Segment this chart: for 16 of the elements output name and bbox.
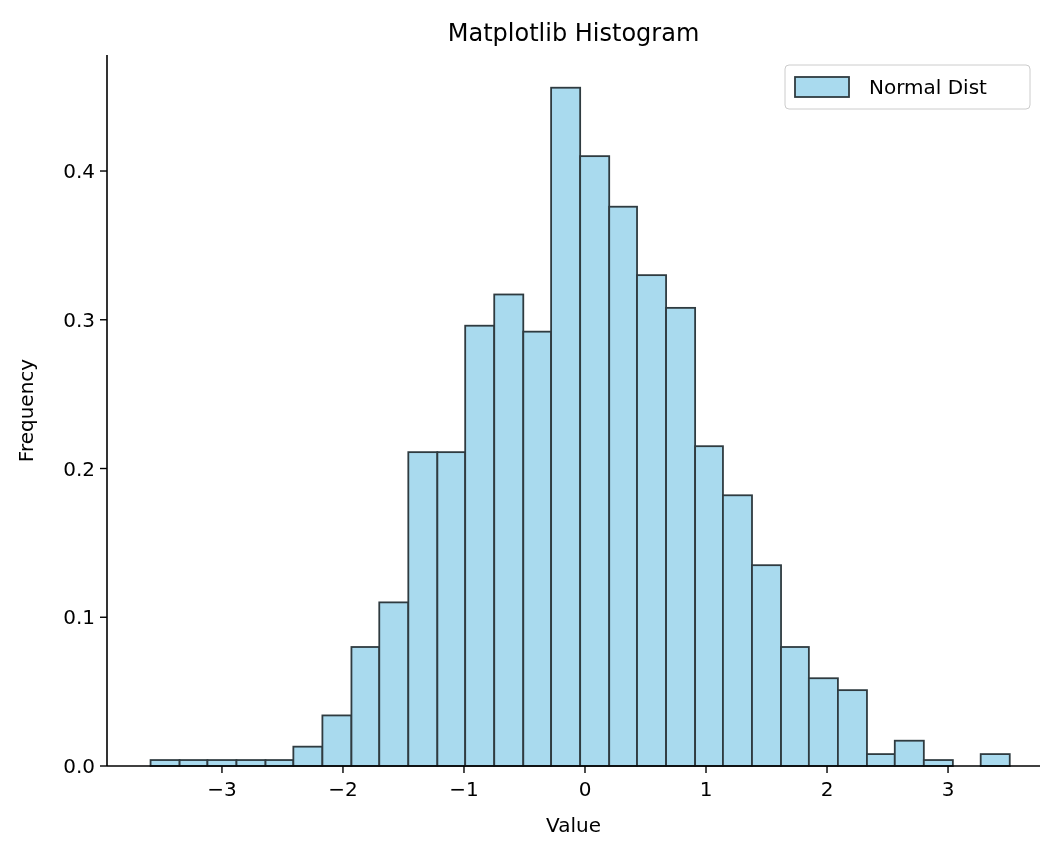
y-axis-title: Frequency — [14, 358, 38, 463]
y-tick-label: 0.4 — [63, 159, 95, 184]
x-tick-label: 2 — [820, 777, 834, 801]
y-tick-label: 0.1 — [63, 605, 95, 630]
chart-title: Matplotlib Histogram — [447, 19, 700, 47]
x-tick-label: −2 — [328, 777, 358, 801]
x-axis-title: Value — [546, 813, 601, 837]
x-tick-label: −3 — [207, 777, 237, 801]
x-tick-label: 3 — [941, 777, 955, 801]
x-tick-label: −1 — [449, 777, 479, 801]
y-tick-label: 0.3 — [63, 307, 95, 332]
x-tick-label: 1 — [699, 777, 713, 801]
y-tick-label: 0.0 — [63, 754, 95, 778]
x-tick-label: 0 — [578, 777, 592, 801]
y-tick-label: 0.2 — [63, 456, 95, 481]
legend-label: Normal Dist — [869, 75, 988, 99]
